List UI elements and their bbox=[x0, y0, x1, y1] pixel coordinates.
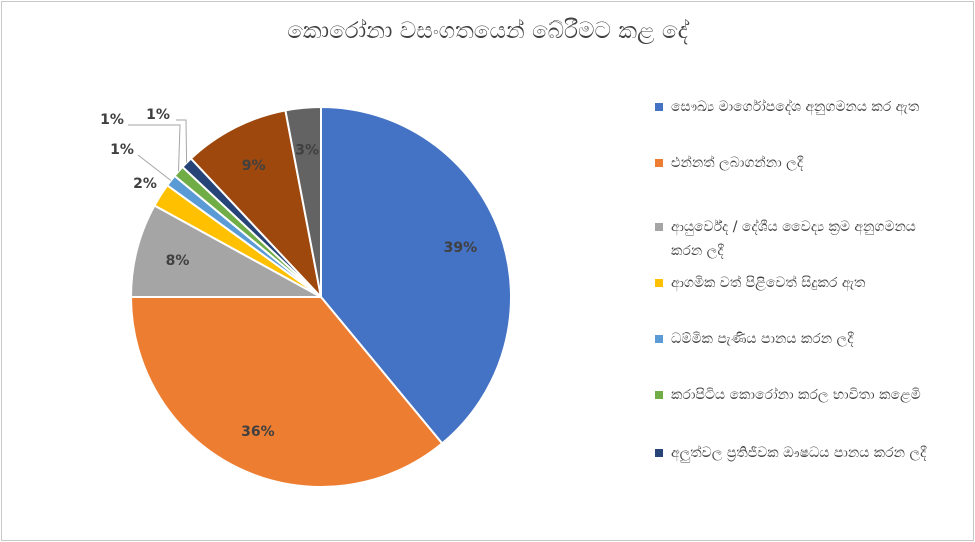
data-label-2: 36% bbox=[241, 424, 275, 440]
legend-label: ආගමික වත් පිළිවෙත් සිදුකර ඇත bbox=[671, 275, 866, 291]
data-label-7: 1% bbox=[146, 107, 170, 123]
legend-swatch bbox=[655, 159, 663, 167]
pie-slice-3 bbox=[129, 204, 322, 298]
chart-title: කොරෝනා වසංගතයෙන් බේරීමට කළ දේ bbox=[287, 18, 688, 44]
legend-label: එන්නත් ලබාගන්නා ලදී bbox=[671, 155, 804, 171]
legend-item-1: සෞඛ්‍ය මාර්ගෝපදේශ අනුගමනය කර ඇත bbox=[655, 95, 945, 119]
pie-slice-1 bbox=[320, 105, 512, 445]
pie-slice-2 bbox=[129, 296, 444, 488]
legend-label: ධම්මික පැණිය පානය කරන ලදී bbox=[671, 331, 854, 347]
legend-swatch bbox=[655, 103, 663, 111]
leader-line-5 bbox=[137, 154, 172, 181]
legend-item-5: ධම්මික පැණිය පානය කරන ලදී bbox=[655, 327, 945, 351]
data-label-5: 1% bbox=[110, 142, 134, 158]
legend-label: කරාපිටිය කොරෝනා කරල භාවිතා කළෙමි bbox=[671, 387, 921, 403]
legend-item-7: අලුත්වල ප්‍රතිජීවක ඖෂධය පානය කරන ලදී bbox=[655, 441, 945, 465]
legend-item-3: ආයුර්වේද / දේශීය වෛද්‍ය ක්‍රම අනුගමනය කර… bbox=[655, 215, 945, 263]
leader-line-6 bbox=[128, 124, 181, 172]
data-label-1: 39% bbox=[444, 240, 478, 256]
legend-swatch bbox=[655, 223, 663, 231]
legend-item-2: එන්නත් ලබාගන්නා ලදී bbox=[655, 151, 945, 175]
legend-item-6: කරාපිටිය කොරෝනා කරල භාවිතා කළෙමි bbox=[655, 383, 945, 407]
legend-swatch bbox=[655, 335, 663, 343]
data-label-8: 9% bbox=[242, 158, 266, 174]
data-label-3: 8% bbox=[166, 253, 190, 269]
pie-slice-8 bbox=[189, 109, 323, 301]
data-label-4: 2% bbox=[133, 176, 157, 192]
data-label-6: 1% bbox=[100, 112, 124, 128]
legend-item-4: ආගමික වත් පිළිවෙත් සිදුකර ඇත bbox=[655, 271, 945, 295]
pie-slice-9 bbox=[284, 105, 322, 298]
legend-swatch bbox=[655, 391, 663, 399]
leader-line-7 bbox=[176, 119, 188, 163]
data-label-9: 3% bbox=[295, 143, 319, 159]
legend-swatch bbox=[655, 279, 663, 287]
legend-swatch bbox=[655, 449, 663, 457]
legend-label: අලුත්වල ප්‍රතිජීවක ඖෂධය පානය කරන ලදී bbox=[671, 445, 927, 461]
legend-label: සෞඛ්‍ය මාර්ගෝපදේශ අනුගමනය කර ඇත bbox=[671, 99, 920, 115]
legend-label: ආයුර්වේද / දේශීය වෛද්‍ය ක්‍රම අනුගමනය කර… bbox=[671, 219, 916, 259]
